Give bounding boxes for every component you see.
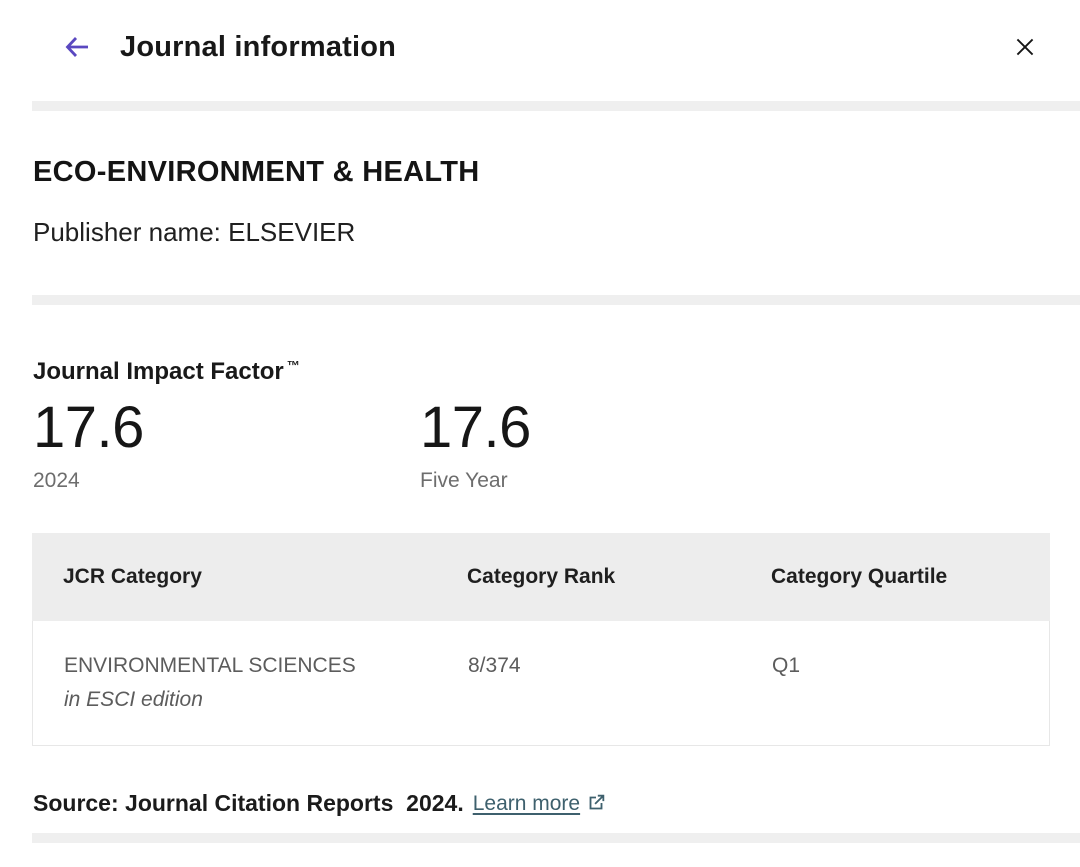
trademark-symbol: ™ — [286, 358, 300, 373]
section-divider — [32, 295, 1080, 305]
section-divider — [32, 101, 1080, 111]
metric-2024: 17.6 2024 — [33, 395, 420, 493]
close-button[interactable] — [1010, 32, 1040, 62]
cell-quartile: Q1 — [772, 654, 801, 677]
panel-header: Journal information — [60, 30, 1040, 64]
metric-value: 17.6 — [33, 395, 144, 460]
column-header-category-rank: Category Rank — [467, 565, 616, 588]
publisher-label: Publisher name: — [33, 217, 221, 247]
impact-factor-section: Journal Impact Factor ™ 17.6 2024 17.6 Fi… — [0, 351, 1080, 493]
learn-more-label: Learn more — [472, 791, 581, 815]
learn-more-link[interactable]: Learn more — [473, 792, 607, 816]
table-row: ENVIRONMENTAL SCIENCES in ESCI edition 8… — [32, 621, 1050, 746]
page-title: Journal information — [120, 30, 397, 63]
impact-factor-heading-text: Journal Impact Factor — [33, 358, 284, 385]
external-link-icon — [589, 794, 605, 809]
category-name: ENVIRONMENTAL SCIENCES — [64, 654, 356, 677]
table-header-row: JCR Category Category Rank Category Quar… — [32, 533, 1050, 621]
publisher-line: Publisher name: ELSEVIER — [33, 217, 1040, 248]
publisher-value: ELSEVIER — [228, 217, 356, 247]
source-line: Source: Journal Citation Reports 2024. L… — [33, 790, 1080, 817]
metric-label: 2024 — [33, 469, 80, 492]
jcr-category-table: JCR Category Category Rank Category Quar… — [32, 533, 1050, 746]
column-header-jcr-category: JCR Category — [63, 565, 202, 588]
journal-name: ECO-ENVIRONMENT & HEALTH — [33, 156, 480, 188]
journal-information-panel: Journal information ECO-ENVIRONMENT & HE… — [0, 30, 1080, 843]
bottom-divider — [32, 833, 1080, 843]
back-button[interactable] — [60, 30, 94, 64]
column-header-category-quartile: Category Quartile — [771, 565, 948, 588]
close-icon — [1016, 38, 1034, 56]
arrow-left-icon — [65, 37, 88, 57]
metric-five-year: 17.6 Five Year — [420, 395, 531, 493]
metric-value: 17.6 — [420, 395, 531, 460]
impact-factor-heading: Journal Impact Factor ™ — [33, 351, 1080, 386]
impact-factor-metrics: 17.6 2024 17.6 Five Year — [33, 395, 1080, 493]
cell-rank: 8/374 — [468, 654, 521, 677]
cell-category: ENVIRONMENTAL SCIENCES in ESCI edition — [33, 653, 437, 712]
category-edition: in ESCI edition — [64, 688, 203, 711]
metric-label: Five Year — [420, 469, 508, 492]
source-text: Source: Journal Citation Reports 2024. — [33, 790, 464, 816]
